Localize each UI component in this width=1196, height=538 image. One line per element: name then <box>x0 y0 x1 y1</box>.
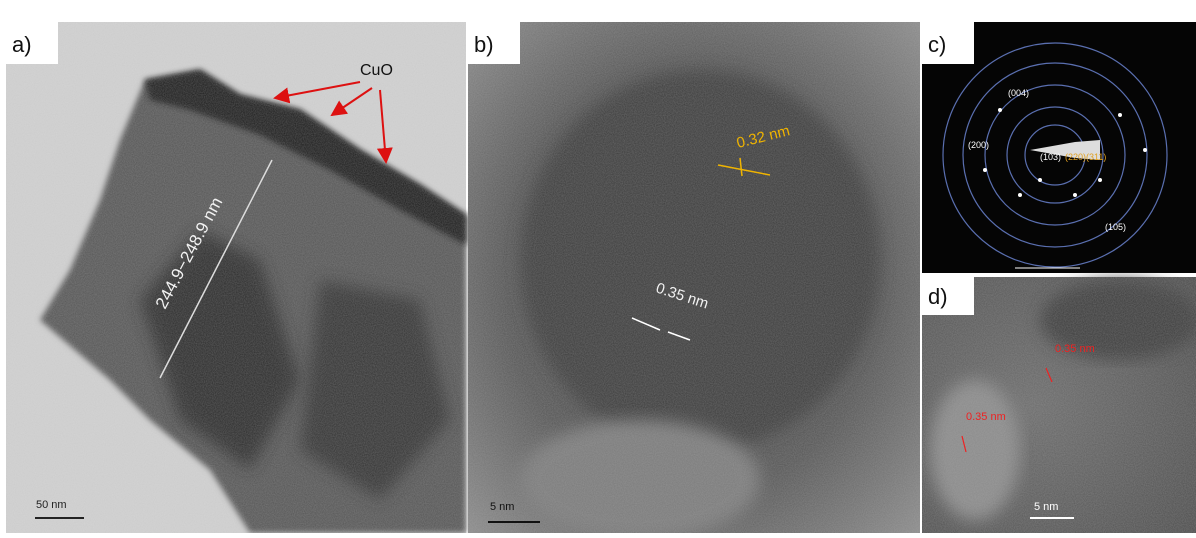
spot <box>1098 178 1102 182</box>
scale-bar-label: 5 nm <box>490 501 514 513</box>
phase-label: CuO <box>360 62 393 79</box>
scale-bar-label: 50 nm <box>36 499 67 511</box>
spot <box>1038 178 1042 182</box>
panel-label: c) <box>928 32 946 57</box>
panel-label: a) <box>12 32 32 57</box>
scale-bar-label: 5 nm <box>1034 501 1058 513</box>
spot <box>983 168 987 172</box>
figure: a) CuO 244.9−248.9 nm 50 nm b) 0.32 nm 0… <box>0 0 1196 533</box>
panel-a: a) CuO 244.9−248.9 nm 50 nm <box>6 22 466 533</box>
ring-index: (200) <box>968 140 989 150</box>
spot <box>1143 148 1147 152</box>
ring-index: (004) <box>1008 88 1029 98</box>
spacing-label: 0.35 nm <box>966 411 1006 423</box>
grain <box>922 277 1196 533</box>
panel-c: c) (004) (200) (103) (220)(311) (105) <box>922 22 1196 273</box>
ring-index: (103) <box>1040 152 1061 162</box>
spacing-label: 0.35 nm <box>1055 343 1095 355</box>
spot <box>1118 113 1122 117</box>
grain <box>6 22 466 533</box>
spot <box>1018 193 1022 197</box>
spot <box>998 108 1002 112</box>
panel-d: d) 0.35 nm 0.35 nm 5 nm <box>922 277 1196 533</box>
ring-index: (105) <box>1105 222 1126 232</box>
spot <box>1073 193 1077 197</box>
panel-label: b) <box>474 32 494 57</box>
grain <box>468 22 920 533</box>
page: a) CuO 244.9−248.9 nm 50 nm b) 0.32 nm 0… <box>0 0 1196 533</box>
panel-b: b) 0.32 nm 0.35 nm 5 nm <box>468 22 920 533</box>
ring-index: (220)(311) <box>1065 152 1106 162</box>
panel-label: d) <box>928 284 948 309</box>
